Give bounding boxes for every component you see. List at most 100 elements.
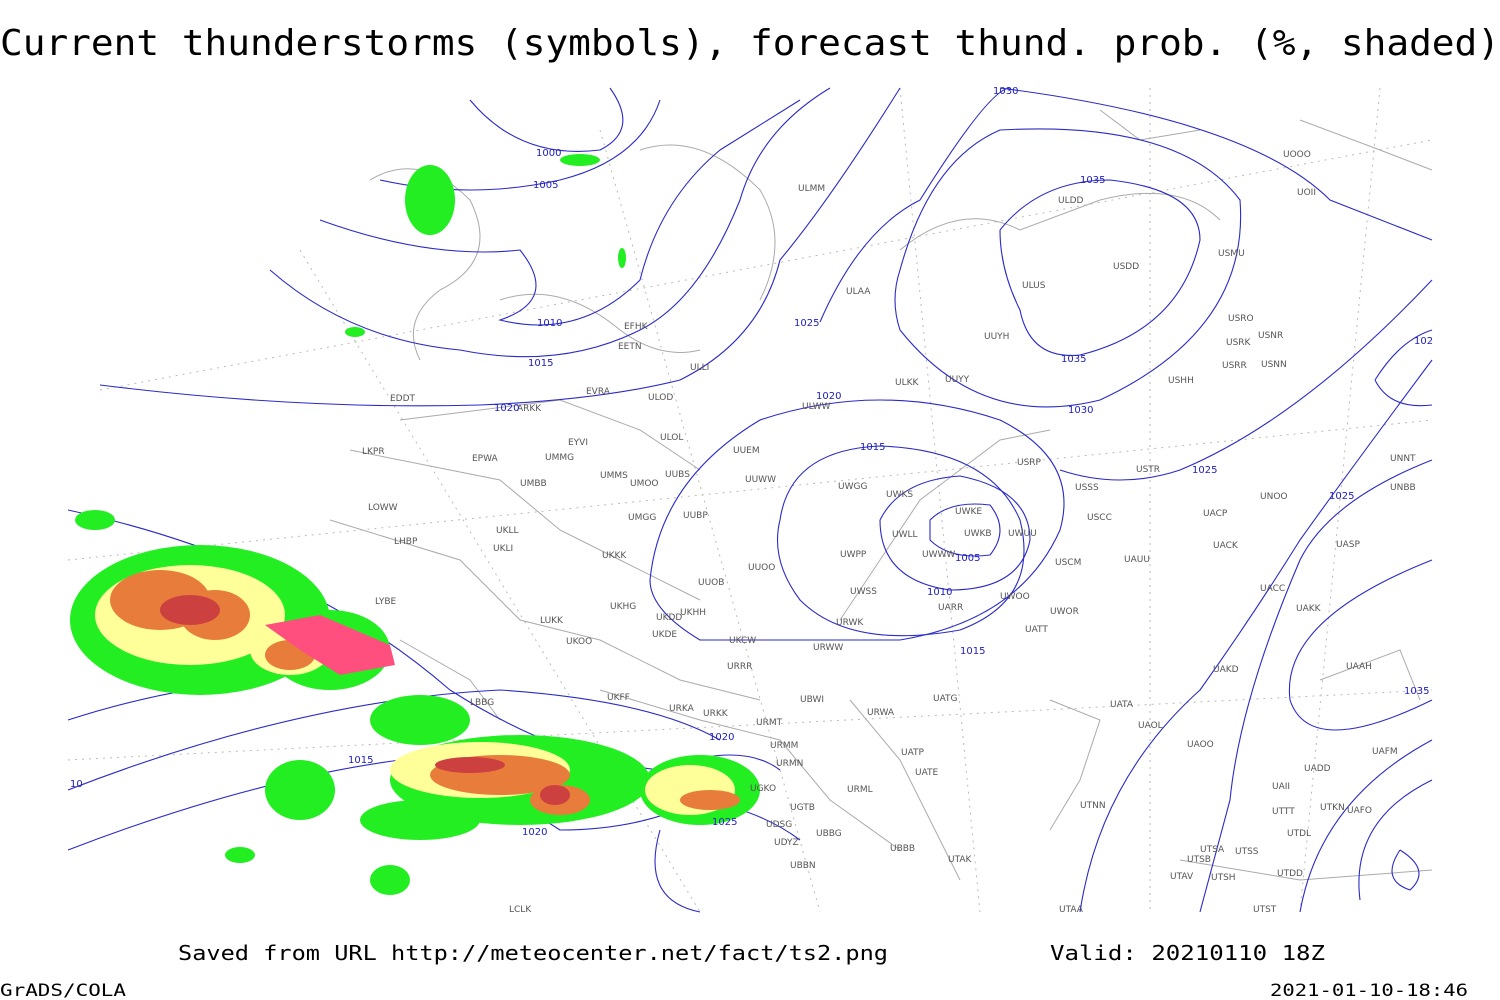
station-label: USCC [1087, 513, 1112, 523]
station-label: LCLK [509, 905, 532, 915]
isobar-labels: 1000 1005 1010 1015 1020 1025 1020 1015 1010 1005… [70, 86, 1433, 838]
station-label: UNBB [1390, 483, 1416, 493]
station-label: UMMS [600, 471, 628, 481]
station-label: UTNN [1080, 801, 1106, 811]
station-label: USNN [1261, 360, 1287, 370]
station-label: UNNT [1390, 454, 1416, 464]
station-label: UTAA [1059, 905, 1084, 915]
station-label: UUBS [665, 470, 690, 480]
station-label: UTDD [1277, 869, 1303, 879]
station-label: LOWW [368, 503, 398, 513]
station-label: LBBG [470, 698, 494, 708]
station-label: LYBE [375, 597, 396, 607]
station-label: ULWW [802, 402, 831, 412]
source-url: Saved from URL http://meteocenter.net/fa… [178, 941, 888, 965]
valid-time: Valid: 20210110 18Z [1050, 941, 1325, 965]
station-label: UAOL [1138, 721, 1163, 731]
station-label: UACK [1213, 541, 1239, 551]
isobar-label: 1005 [533, 180, 558, 191]
station-label: ULDD [1058, 196, 1084, 206]
station-label: UKCW [729, 636, 756, 646]
station-label: UKOO [566, 637, 592, 647]
station-label: ULKK [895, 378, 920, 388]
station-label: UKDD [656, 613, 682, 623]
isobar-label: 1035 [1404, 686, 1429, 697]
station-label: UBWI [800, 695, 824, 705]
station-label: USDD [1113, 262, 1139, 272]
isobar-label: 1025 [1192, 465, 1217, 476]
station-label: UTSS [1235, 847, 1259, 857]
timestamp: 2021-01-10-18:46 [1270, 981, 1468, 1000]
station-label: UTSB [1187, 855, 1211, 865]
station-label: UKDE [652, 630, 677, 640]
station-label: UACC [1260, 584, 1285, 594]
station-label: UOII [1297, 188, 1316, 198]
station-label: UTAK [948, 855, 973, 865]
station-label: UBBN [790, 861, 816, 871]
station-label: EFHK [624, 322, 649, 332]
station-label: LUKK [540, 616, 564, 626]
isobar-label: 1010 [537, 318, 562, 329]
station-label: ULLI [690, 363, 709, 373]
station-label: USRR [1222, 361, 1247, 371]
isobar-label: 1020 [494, 403, 519, 414]
station-label: UWPP [840, 550, 867, 560]
station-label: UUOO [748, 563, 775, 573]
station-label: UWSS [850, 587, 877, 597]
station-label: UUYH [984, 332, 1009, 342]
station-label: LKPR [362, 447, 385, 457]
isobar-label: 1010 [927, 587, 952, 598]
station-label: USRK [1226, 338, 1252, 348]
station-label: UATP [901, 748, 925, 758]
station-label: UAKK [1296, 604, 1322, 614]
station-label: UGKO [750, 784, 776, 794]
station-label: USTR [1136, 465, 1160, 475]
station-label: EETN [618, 342, 642, 352]
station-label: UDYZ [774, 838, 799, 848]
station-label: UKLI [493, 544, 513, 554]
station-label: URKK [703, 709, 729, 719]
station-label: UATG [933, 694, 958, 704]
station-label: UOOO [1283, 150, 1311, 160]
station-label: UAOO [1187, 740, 1214, 750]
station-label: UAUU [1124, 555, 1150, 565]
station-label: UUYY [945, 375, 970, 385]
station-label: UWWW [922, 550, 955, 560]
station-label: ULMM [798, 184, 825, 194]
station-label: UWKS [886, 490, 913, 500]
station-label: UASP [1336, 540, 1360, 550]
station-label: UUBP [683, 511, 708, 521]
station-label: UUEM [733, 446, 760, 456]
station-label: URRR [727, 662, 752, 672]
isobar-label: 1015 [348, 755, 373, 766]
station-label: UKKK [602, 551, 627, 561]
station-label: UUOB [698, 578, 724, 588]
isobar-label: 1030 [993, 86, 1018, 97]
station-label: LHBP [394, 537, 418, 547]
isobar-label: 1020 [522, 827, 547, 838]
station-label: EVRA [586, 387, 611, 397]
station-label: UKHH [680, 608, 706, 618]
station-label: ULAA [846, 287, 871, 297]
station-label: URWK [836, 618, 864, 628]
isobar-label: 1000 [536, 148, 561, 159]
station-label: UKHG [610, 602, 636, 612]
isobar-label: 1030 [1068, 405, 1093, 416]
station-label: EDDT [390, 394, 416, 404]
isobar-label: 1015 [960, 646, 985, 657]
station-label: UTST [1253, 905, 1277, 915]
isobar-label: 1035 [1080, 175, 1105, 186]
station-label: URKA [669, 704, 695, 714]
station-label: UATE [915, 768, 939, 778]
isobar-label: 1005 [955, 553, 980, 564]
station-label: UWKE [955, 507, 982, 517]
station-label: UMMG [545, 453, 574, 463]
station-label: UAAH [1346, 662, 1372, 672]
station-label: UMBB [520, 479, 547, 489]
isobar-label: 1035 [1061, 354, 1086, 365]
station-label: UADD [1304, 764, 1331, 774]
station-label: UWUU [1008, 529, 1037, 539]
station-label: UKLL [496, 526, 519, 536]
station-label: URMT [756, 718, 783, 728]
